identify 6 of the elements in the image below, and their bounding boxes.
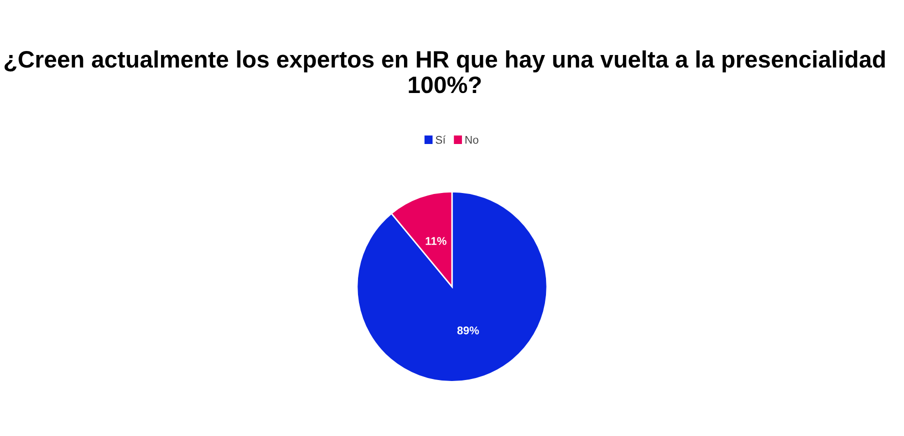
pie-slice [356, 190, 548, 382]
data-label: 11% [426, 237, 446, 245]
legend-label: Sí [436, 135, 446, 144]
data-label: 89% [457, 326, 479, 334]
legend-label: No [466, 136, 478, 144]
chart-title: ¿Creen actualmente los expertos en HR que hay una vuelta a la presencialidad 100%? [4, 50, 885, 94]
